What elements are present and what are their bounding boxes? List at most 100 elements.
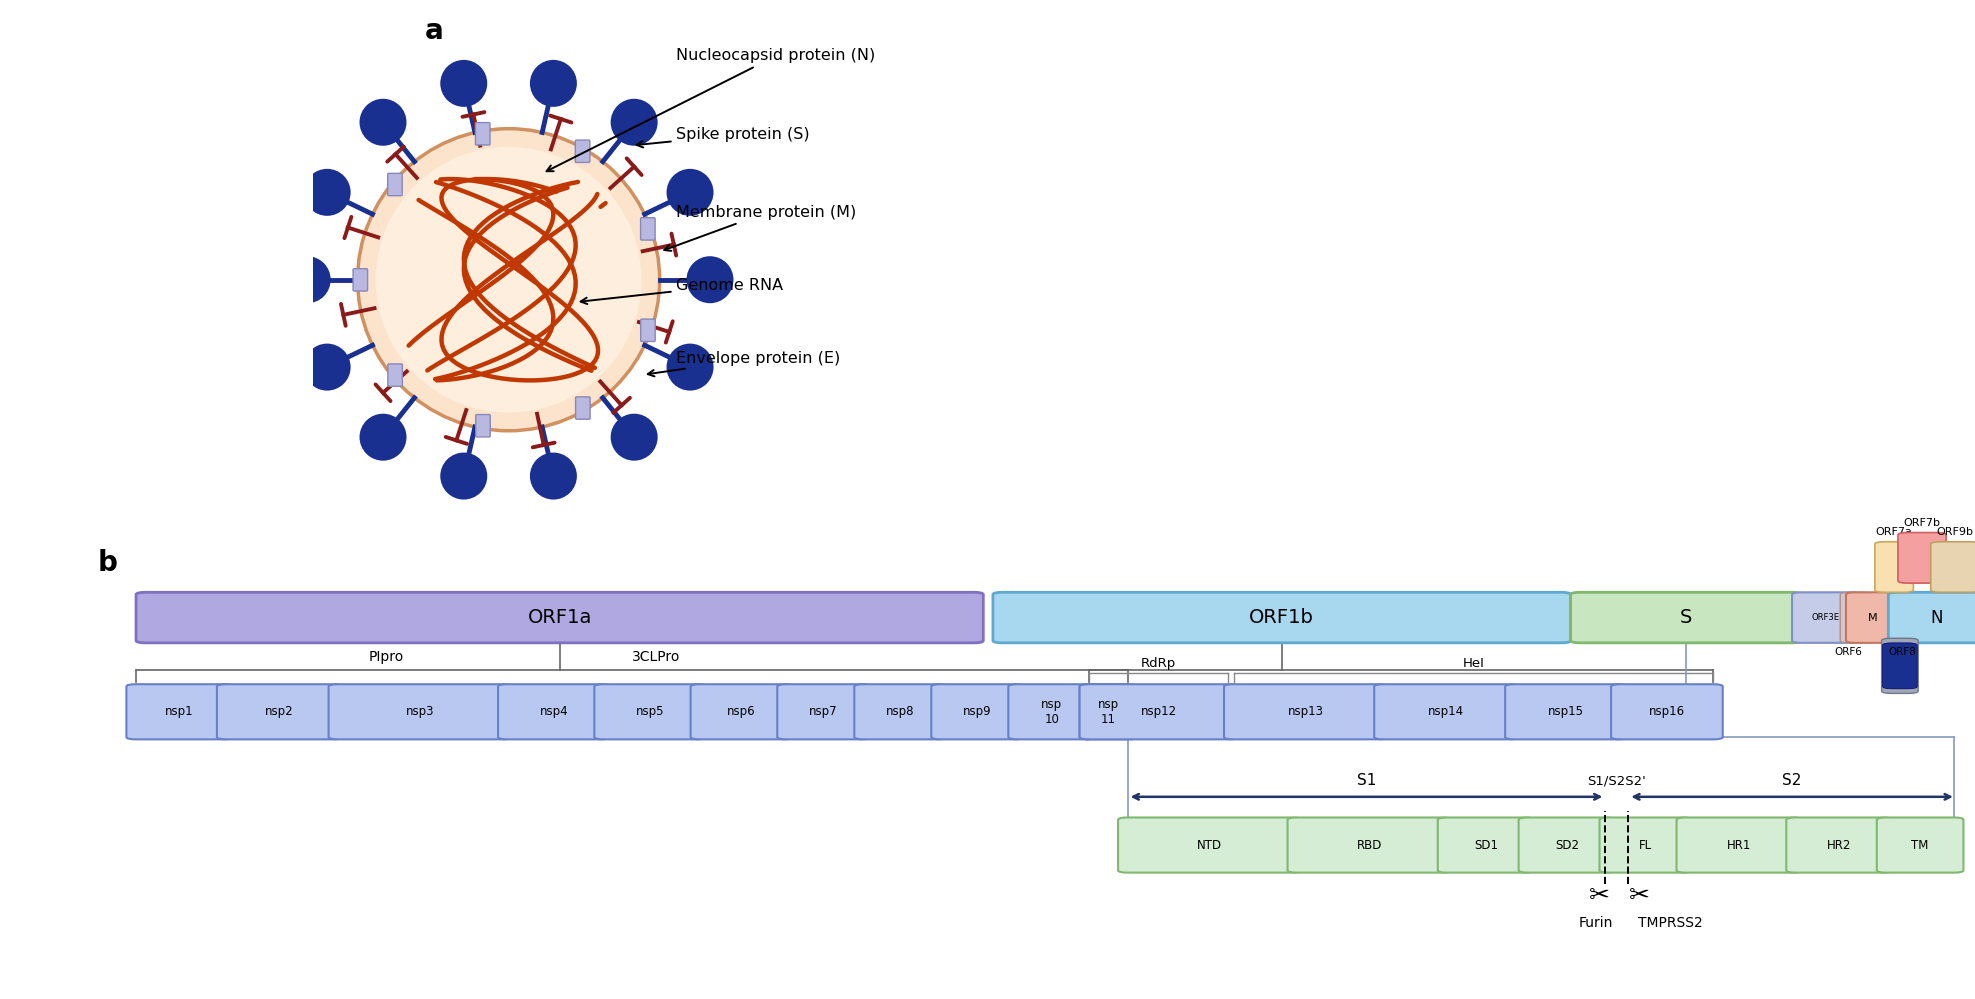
Text: ORF1a: ORF1a — [527, 608, 592, 627]
Text: SD1: SD1 — [1473, 838, 1497, 851]
FancyBboxPatch shape — [498, 684, 610, 739]
FancyBboxPatch shape — [1505, 684, 1627, 739]
Text: nsp6: nsp6 — [727, 705, 756, 718]
Circle shape — [687, 256, 733, 304]
FancyBboxPatch shape — [640, 218, 656, 240]
FancyBboxPatch shape — [594, 684, 705, 739]
FancyBboxPatch shape — [476, 415, 490, 437]
FancyBboxPatch shape — [691, 684, 792, 739]
Text: a: a — [425, 17, 444, 45]
Text: nsp
10: nsp 10 — [1041, 697, 1063, 726]
Text: nsp7: nsp7 — [810, 705, 837, 718]
Text: S2: S2 — [1781, 772, 1801, 787]
Circle shape — [440, 60, 488, 107]
FancyBboxPatch shape — [1841, 592, 1870, 643]
FancyBboxPatch shape — [126, 684, 233, 739]
Text: ORF7b: ORF7b — [1904, 517, 1941, 527]
Text: ORF8: ORF8 — [1888, 647, 1916, 657]
FancyBboxPatch shape — [217, 684, 342, 739]
Text: nsp5: nsp5 — [636, 705, 664, 718]
FancyBboxPatch shape — [387, 174, 403, 196]
Text: PIpro: PIpro — [369, 649, 405, 663]
Text: TM: TM — [1912, 838, 1930, 851]
FancyBboxPatch shape — [993, 592, 1570, 643]
Text: nsp1: nsp1 — [166, 705, 194, 718]
Text: HeI: HeI — [1462, 657, 1485, 670]
Text: N: N — [1930, 608, 1943, 626]
FancyBboxPatch shape — [1009, 684, 1094, 739]
FancyBboxPatch shape — [1375, 684, 1519, 739]
FancyBboxPatch shape — [1932, 541, 1975, 592]
Text: RdRp: RdRp — [1142, 657, 1177, 670]
Text: HR1: HR1 — [1726, 838, 1752, 851]
FancyBboxPatch shape — [1438, 817, 1535, 873]
Text: nsp2: nsp2 — [265, 705, 294, 718]
Text: HR2: HR2 — [1827, 838, 1851, 851]
FancyBboxPatch shape — [1612, 684, 1722, 739]
Text: M: M — [1868, 612, 1878, 622]
Circle shape — [529, 453, 577, 500]
Text: RBD: RBD — [1357, 838, 1382, 851]
FancyBboxPatch shape — [1888, 592, 1975, 643]
Circle shape — [610, 414, 658, 461]
Circle shape — [359, 414, 407, 461]
Text: nsp4: nsp4 — [539, 705, 569, 718]
Text: Nucleocapsid protein (N): Nucleocapsid protein (N) — [547, 48, 875, 171]
Circle shape — [375, 147, 642, 413]
Text: S: S — [1681, 608, 1693, 627]
FancyBboxPatch shape — [354, 269, 367, 291]
FancyBboxPatch shape — [1874, 541, 1914, 592]
FancyBboxPatch shape — [1080, 684, 1238, 739]
Text: Spike protein (S): Spike protein (S) — [636, 127, 810, 148]
FancyBboxPatch shape — [1600, 817, 1693, 873]
FancyBboxPatch shape — [778, 684, 869, 739]
FancyBboxPatch shape — [1876, 817, 1963, 873]
Circle shape — [357, 129, 660, 431]
Text: b: b — [97, 548, 117, 576]
Text: S1/S2S2': S1/S2S2' — [1588, 774, 1647, 787]
FancyBboxPatch shape — [1288, 817, 1452, 873]
Text: TMPRSS2: TMPRSS2 — [1639, 916, 1702, 930]
Text: ORF3E: ORF3E — [1811, 613, 1841, 622]
Text: Membrane protein (M): Membrane protein (M) — [664, 205, 857, 251]
FancyBboxPatch shape — [1898, 532, 1945, 583]
FancyBboxPatch shape — [855, 684, 946, 739]
Text: nsp15: nsp15 — [1548, 705, 1584, 718]
FancyBboxPatch shape — [575, 140, 591, 163]
Text: ORF9b: ORF9b — [1936, 527, 1973, 537]
FancyBboxPatch shape — [1847, 592, 1900, 643]
Circle shape — [304, 169, 352, 216]
Circle shape — [666, 344, 713, 391]
Text: nsp13: nsp13 — [1288, 705, 1323, 718]
FancyBboxPatch shape — [1080, 684, 1138, 739]
Circle shape — [610, 99, 658, 146]
Text: SD2: SD2 — [1554, 838, 1578, 851]
Text: 3CLPro: 3CLPro — [632, 649, 679, 663]
Text: NTD: NTD — [1197, 838, 1223, 851]
Circle shape — [284, 256, 330, 304]
Circle shape — [666, 169, 713, 216]
FancyBboxPatch shape — [640, 319, 656, 342]
FancyBboxPatch shape — [1677, 817, 1801, 873]
Text: ✂: ✂ — [1629, 883, 1651, 908]
Circle shape — [304, 344, 352, 391]
Text: nsp8: nsp8 — [887, 705, 914, 718]
Text: Genome RNA: Genome RNA — [581, 278, 784, 304]
Text: Envelope protein (E): Envelope protein (E) — [648, 351, 841, 377]
Text: S1: S1 — [1357, 772, 1377, 787]
FancyBboxPatch shape — [1519, 817, 1616, 873]
FancyBboxPatch shape — [476, 123, 490, 145]
FancyBboxPatch shape — [136, 592, 984, 643]
Text: ORF1b: ORF1b — [1250, 608, 1313, 627]
Text: ✂: ✂ — [1590, 883, 1610, 908]
FancyBboxPatch shape — [1785, 817, 1892, 873]
FancyBboxPatch shape — [932, 684, 1023, 739]
Circle shape — [440, 453, 488, 500]
FancyBboxPatch shape — [1570, 592, 1801, 643]
Text: Furin: Furin — [1578, 916, 1614, 930]
FancyBboxPatch shape — [1882, 638, 1918, 693]
Text: nsp
11: nsp 11 — [1098, 697, 1120, 726]
Text: nsp16: nsp16 — [1649, 705, 1685, 718]
Text: ORF6: ORF6 — [1835, 647, 1862, 657]
Text: nsp12: nsp12 — [1140, 705, 1177, 718]
